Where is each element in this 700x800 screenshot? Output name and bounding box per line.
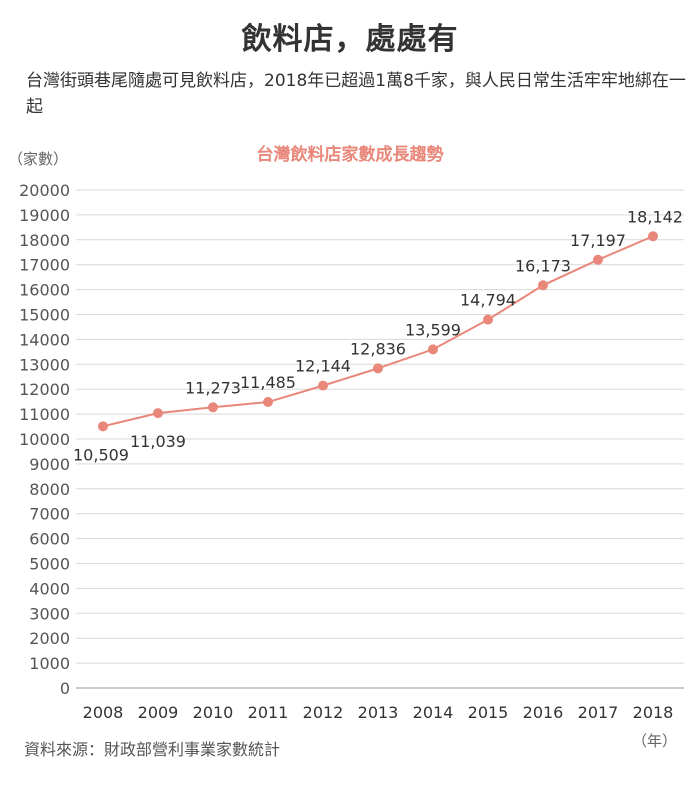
data-label: 18,142	[627, 207, 683, 226]
data-label: 11,273	[185, 378, 241, 397]
data-label: 11,485	[240, 373, 296, 392]
y-tick-label: 11000	[19, 405, 70, 424]
page-subtitle: 台灣街頭巷尾隨處可見飲料店，2018年已超過1萬8千家，與人民日常生活牢牢地綁在…	[26, 71, 686, 117]
data-label: 10,509	[73, 445, 129, 464]
data-point	[373, 363, 383, 374]
y-tick-label: 8000	[29, 480, 70, 499]
data-label: 12,836	[350, 339, 406, 358]
data-point	[98, 421, 108, 432]
x-tick-label: 2008	[83, 703, 124, 722]
y-tick-label: 13000	[19, 355, 70, 374]
data-label: 11,039	[130, 432, 186, 451]
y-tick-label: 15000	[19, 306, 70, 325]
data-point	[483, 314, 493, 325]
data-point	[208, 402, 218, 413]
page-title: 飲料店，處處有	[241, 22, 459, 57]
y-tick-label: 4000	[29, 579, 70, 598]
y-tick-label: 0	[60, 679, 70, 698]
data-point	[538, 280, 548, 291]
y-tick-label: 20000	[19, 181, 70, 200]
x-axis-ticks: 2008 2009 2010 2011 2012 2013 2014 2015 2016 2017…	[83, 703, 674, 722]
y-tick-label: 19000	[19, 206, 70, 225]
x-tick-label: 2014	[413, 703, 454, 722]
y-axis-unit-label: （家數）	[8, 150, 69, 168]
data-label: 13,599	[405, 320, 461, 339]
x-tick-label: 2015	[468, 703, 509, 722]
x-tick-label: 2012	[303, 703, 344, 722]
chart-title: 台灣飲料店家數成長趨勢	[256, 145, 444, 165]
data-label: 14,794	[460, 291, 516, 310]
x-tick-label: 2017	[578, 703, 619, 722]
y-tick-label: 1000	[29, 654, 70, 673]
x-tick-label: 2011	[248, 703, 289, 722]
y-tick-label: 18000	[19, 231, 70, 250]
x-tick-label: 2010	[193, 703, 234, 722]
y-tick-label: 16000	[19, 281, 70, 300]
y-tick-label: 14000	[19, 330, 70, 349]
data-point	[593, 254, 603, 265]
data-label: 16,173	[515, 256, 571, 275]
data-point	[428, 344, 438, 355]
y-tick-label: 3000	[29, 604, 70, 623]
data-point	[263, 397, 273, 408]
series-points	[98, 231, 658, 432]
y-tick-label: 9000	[29, 455, 70, 474]
grid-lines	[76, 189, 684, 689]
data-source-note: 資料來源：財政部營利事業家數統計	[24, 740, 281, 759]
y-tick-label: 12000	[19, 380, 70, 399]
data-label: 12,144	[295, 357, 351, 376]
y-axis-ticks: 0 1000 2000 3000 4000 5000 6000 7000 8000 9000 100…	[19, 181, 70, 698]
y-tick-label: 7000	[29, 505, 70, 524]
data-point	[648, 231, 658, 242]
data-label: 17,197	[570, 231, 626, 250]
data-point	[318, 380, 328, 391]
x-tick-label: 2016	[523, 703, 564, 722]
y-tick-label: 2000	[29, 629, 70, 648]
y-tick-label: 17000	[19, 256, 70, 275]
y-tick-label: 5000	[29, 555, 70, 574]
y-tick-label: 6000	[29, 530, 70, 549]
x-tick-label: 2013	[358, 703, 399, 722]
x-axis-unit-label: （年）	[632, 732, 678, 750]
y-tick-label: 10000	[19, 430, 70, 449]
x-tick-label: 2018	[633, 703, 674, 722]
data-point	[153, 408, 163, 419]
x-tick-label: 2009	[138, 703, 179, 722]
